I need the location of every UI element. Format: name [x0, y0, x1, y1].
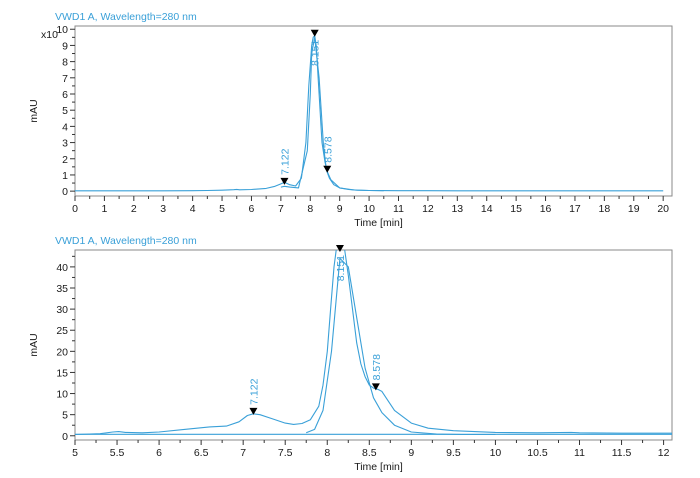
y-tick-label: 10 — [56, 24, 68, 36]
x-tick-label: 8.5 — [362, 447, 377, 459]
y-tick-label: 2 — [62, 154, 68, 166]
y-tick-label: 3 — [62, 138, 68, 150]
chart-panel-2: VWD1 A, Wavelength=280 nm 5 5.5 6 6.5 7 7.5 8 8.… — [28, 235, 673, 473]
y-tick-label: 20 — [56, 346, 68, 358]
x-tick-label: 6 — [156, 447, 162, 459]
y-tick-label: 8 — [62, 57, 68, 69]
x-tick-label: 14 — [481, 203, 493, 215]
x-tick-label: 5.5 — [110, 447, 125, 459]
x-tick-label: 12 — [658, 447, 670, 459]
y-tick-label: 9 — [62, 40, 68, 52]
plot-frame — [74, 25, 673, 197]
peak-label-2: 8.151 — [310, 40, 322, 66]
y-axis-label: mAU — [28, 333, 40, 356]
x-tick-label: 1 — [101, 203, 107, 215]
series-line-1 — [75, 35, 664, 192]
x-tick-label: 11.5 — [612, 447, 632, 459]
y-tick-label: 40 — [56, 262, 68, 274]
traces — [75, 35, 664, 192]
x-tick-label: 11 — [574, 447, 585, 459]
peak-marker-2 — [310, 29, 319, 37]
x-tick-label: 4 — [190, 203, 196, 215]
peak-marker-1 — [280, 177, 289, 185]
y-tick-label: 0 — [62, 431, 68, 443]
y-tick-label: 10 — [56, 389, 68, 401]
x-tick-label: 9 — [408, 447, 414, 459]
peak-marker-1 — [249, 407, 258, 415]
x-tick-label: 7 — [278, 203, 284, 215]
y-tick-label: 5 — [62, 410, 68, 422]
y-axis-label: mAU — [28, 99, 40, 122]
x-tick-label: 0 — [72, 203, 78, 215]
x-tick-label: 7 — [240, 447, 246, 459]
x-tick-label: 19 — [628, 203, 640, 215]
x-tick-label: 3 — [160, 203, 166, 215]
x-tick-label: 20 — [657, 203, 669, 215]
x-tick-label: 6.5 — [194, 447, 209, 459]
y-multiplier-label: x10 — [41, 29, 58, 41]
x-tick-label: 10 — [490, 447, 502, 459]
peak-marker-2 — [335, 245, 344, 252]
traces — [75, 250, 672, 436]
x-tick-label: 10 — [363, 203, 375, 215]
x-tick-label: 13 — [451, 203, 463, 215]
x-tick-label: 5 — [219, 203, 225, 215]
y-tick-label: 15 — [56, 367, 68, 379]
series-line-2 — [305, 257, 496, 436]
x-tick-label: 9.5 — [446, 447, 461, 459]
chart-title: VWD1 A, Wavelength=280 nm — [55, 11, 197, 23]
peak-marker-3 — [323, 165, 332, 173]
x-tick-label: 17 — [569, 203, 581, 215]
y-tick-label: 35 — [56, 283, 68, 295]
peak-label-3: 8.578 — [371, 354, 383, 380]
y-tick-label: 7 — [62, 73, 68, 85]
plot-frame — [74, 249, 673, 441]
peak-label-3: 8.578 — [322, 136, 334, 162]
x-tick-label: 5 — [72, 447, 78, 459]
x-tick-label: 2 — [131, 203, 137, 215]
y-tick-label: 25 — [56, 325, 68, 337]
x-tick-label: 10.5 — [527, 447, 548, 459]
chart-panel-1: VWD1 A, Wavelength=280 nm0 1 2 3 4 5 6 7 8 9 10 11 1… — [28, 11, 673, 229]
x-tick-label: 18 — [599, 203, 611, 215]
x-tick-label: 11 — [393, 203, 404, 215]
x-tick-label: 16 — [540, 203, 552, 215]
x-tick-label: 9 — [337, 203, 343, 215]
chart-title: VWD1 A, Wavelength=280 nm — [55, 235, 197, 247]
x-tick-label: 15 — [510, 203, 522, 215]
y-tick-label: 4 — [62, 121, 68, 133]
peak-label-1: 7.122 — [248, 378, 260, 404]
y-tick-label: 30 — [56, 304, 68, 316]
series-line-2 — [280, 36, 384, 192]
x-tick-label: 7.5 — [278, 447, 293, 459]
peak-marker-3 — [371, 383, 380, 391]
peak-label-1: 7.122 — [279, 148, 291, 174]
x-axis-label: Time [min] — [354, 217, 403, 229]
peak-label-2: 8.151 — [335, 255, 347, 281]
x-axis-label: Time [min] — [354, 461, 403, 473]
y-tick-label: 5 — [62, 105, 68, 117]
x-tick-label: 8 — [307, 203, 313, 215]
series-line-1 — [75, 250, 672, 436]
x-tick-label: 12 — [422, 203, 434, 215]
x-tick-label: 6 — [249, 203, 255, 215]
y-tick-label: 6 — [62, 89, 68, 101]
y-tick-label: 0 — [62, 186, 68, 198]
y-tick-label: 1 — [62, 170, 68, 182]
x-tick-label: 8 — [324, 447, 330, 459]
